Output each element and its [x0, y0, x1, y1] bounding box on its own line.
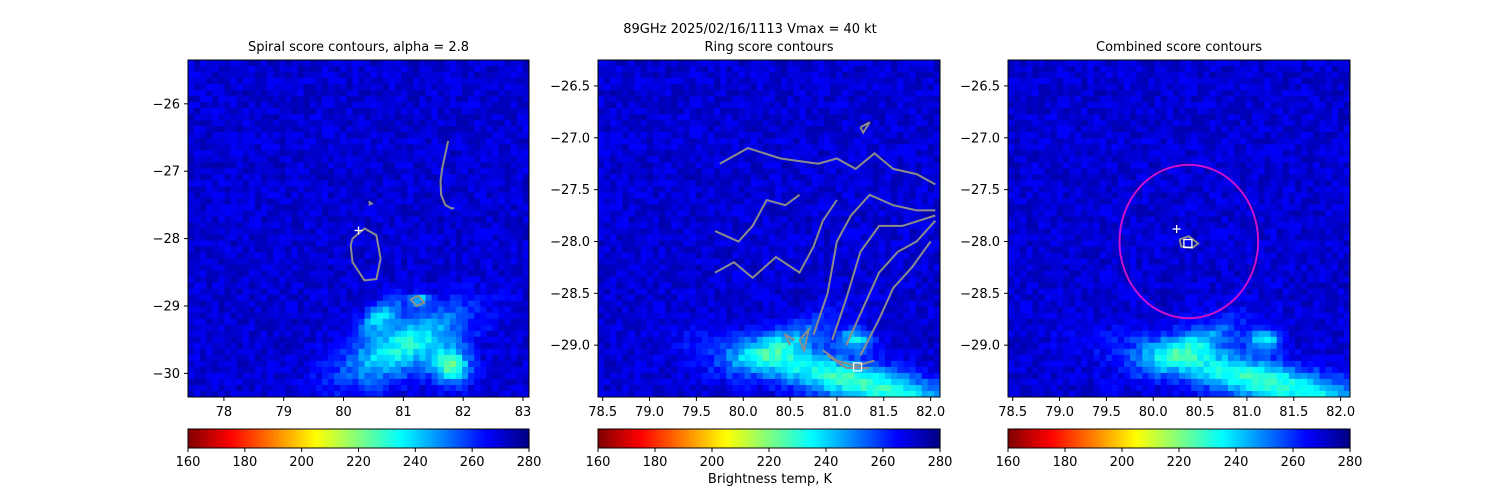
contour-line: [1178, 235, 1200, 249]
axes-frame: [1007, 59, 1351, 398]
contour-line: [349, 227, 382, 282]
y-tick-label: −28.0: [960, 235, 1000, 250]
colorbar-tick-label: 180: [1053, 455, 1078, 470]
y-tick-label: −27.5: [550, 183, 590, 198]
colorbar-tick-label: 160: [586, 455, 611, 470]
y-tick-label: −27: [153, 165, 180, 180]
y-tick-label: −28.5: [550, 287, 590, 302]
figure-title: 89GHz 2025/02/16/1113 Vmax = 40 kt: [623, 22, 877, 37]
contour-line: [439, 140, 455, 210]
x-tick-label: 78.5: [588, 405, 617, 420]
y-tick-label: −29.0: [550, 339, 590, 354]
y-tick-label: −30: [153, 367, 180, 382]
center-plus-marker: [354, 226, 363, 235]
x-tick-label: 80.0: [729, 405, 758, 420]
x-tick-label: 79.0: [635, 405, 664, 420]
x-tick-label: 81.5: [1279, 405, 1308, 420]
colorbar-tick-label: 280: [1338, 455, 1363, 470]
y-tick-label: −27.0: [550, 131, 590, 146]
colorbar-tick-label: 260: [1281, 455, 1306, 470]
colorbar-tick-label: 240: [403, 455, 428, 470]
colorbar-tick-label: 200: [1110, 455, 1135, 470]
colorbar-tick-label: 220: [1167, 455, 1192, 470]
colorbar-tick-label: 280: [517, 455, 542, 470]
contour-line: [719, 147, 936, 186]
x-tick-label: 80.5: [1186, 405, 1215, 420]
y-tick-label: −29: [153, 300, 180, 315]
axes-frame: [187, 59, 530, 398]
center-plus-marker: [1172, 225, 1181, 234]
contour-line: [831, 214, 936, 341]
x-tick-label: 79.5: [682, 405, 711, 420]
panel-title: Spiral score contours, alpha = 2.8: [248, 40, 469, 55]
panel-1: Spiral score contours, alpha = 2.8 78 79 80…: [153, 40, 542, 470]
x-tick-label: 80: [335, 405, 352, 420]
heatmap-field: [188, 60, 529, 397]
colorbar-tick-label: 220: [346, 455, 371, 470]
contour-line: [714, 193, 801, 243]
center-square-marker: [852, 362, 863, 372]
x-tick-label: 82.0: [1326, 405, 1355, 420]
colorbar: 160 180 200 220 240 260 280: [586, 428, 953, 470]
x-tick-label: 81.5: [869, 405, 898, 420]
colorbar-tick-label: 200: [700, 455, 725, 470]
colorbar-tick-label: 240: [1224, 455, 1249, 470]
colorbar-tick-label: 280: [928, 455, 953, 470]
contour-line: [409, 294, 426, 308]
panel-title: Ring score contours: [704, 40, 833, 55]
x-tick-label: 81.0: [1232, 405, 1261, 420]
x-tick-label: 82.0: [916, 405, 945, 420]
x-tick-label: 81: [395, 405, 412, 420]
contour-line: [845, 220, 937, 346]
x-tick-label: 81.0: [822, 405, 851, 420]
x-tick-label: 80.5: [776, 405, 805, 420]
x-tick-label: 79.0: [1045, 405, 1074, 420]
heatmap-field: [1008, 60, 1350, 397]
colorbar-tick-label: 160: [996, 455, 1021, 470]
panel-title: Combined score contours: [1096, 40, 1262, 55]
colorbar-tick-label: 200: [289, 455, 314, 470]
x-tick-label: 83: [515, 405, 532, 420]
contour-line: [822, 349, 875, 367]
y-tick-label: −28.0: [550, 235, 590, 250]
colorbar: 160 180 200 220 240 260 280: [176, 428, 542, 470]
x-tick-label: 80.0: [1139, 405, 1168, 420]
y-tick-label: −26.5: [550, 79, 590, 94]
colorbar-tick-label: 160: [176, 455, 201, 470]
heatmap-field: [598, 60, 940, 397]
y-tick-label: −26: [153, 97, 180, 112]
radius-circle: [1118, 163, 1260, 320]
x-tick-label: 82: [455, 405, 472, 420]
contour-line: [859, 121, 871, 135]
x-tick-label: 79.5: [1092, 405, 1121, 420]
colorbar-tick-label: 260: [871, 455, 896, 470]
contour-line: [798, 326, 811, 354]
contour-line: [812, 193, 936, 336]
contour-line: [714, 199, 838, 280]
colorbar-label: Brightness temp, K: [707, 472, 833, 487]
axes-frame: [597, 59, 941, 398]
colorbar-tick-label: 220: [757, 455, 782, 470]
center-square-marker: [1183, 238, 1193, 249]
y-tick-label: −29.0: [960, 339, 1000, 354]
x-tick-label: 78: [216, 405, 233, 420]
colorbar-tick-label: 260: [460, 455, 485, 470]
x-tick-label: 78.5: [998, 405, 1027, 420]
colorbar-tick-label: 180: [643, 455, 668, 470]
x-tick-label: 79: [275, 405, 292, 420]
contour-line: [859, 240, 932, 356]
y-tick-label: −28: [153, 232, 180, 247]
colorbar: 160 180 200 220 240 260 280: [996, 428, 1363, 470]
contour-line: [368, 200, 374, 206]
y-tick-label: −26.5: [960, 79, 1000, 94]
panel-2: Ring score contours 78.5 79.0 79.5 80.0 80.5 8…: [550, 40, 952, 470]
colorbar-tick-label: 240: [814, 455, 839, 470]
panel-3: Combined score contours 78.5 79.0 79.5 80.0 8…: [960, 40, 1362, 470]
y-tick-label: −27.0: [960, 131, 1000, 146]
y-tick-label: −27.5: [960, 183, 1000, 198]
colorbar-tick-label: 180: [232, 455, 257, 470]
y-tick-label: −28.5: [960, 287, 1000, 302]
contour-line: [783, 332, 796, 346]
